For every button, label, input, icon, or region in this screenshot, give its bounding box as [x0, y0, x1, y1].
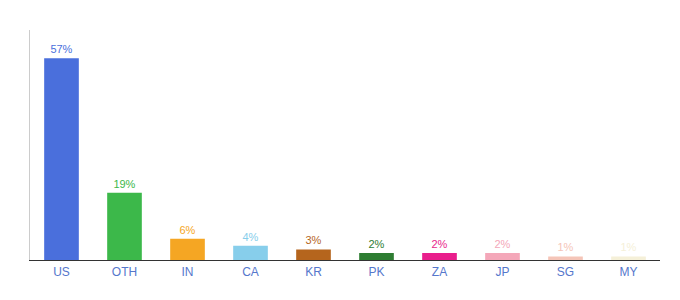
svg-text:IN: IN	[182, 265, 194, 279]
svg-text:ZA: ZA	[432, 265, 447, 279]
svg-text:2%: 2%	[368, 238, 384, 250]
svg-text:KR: KR	[305, 265, 322, 279]
svg-text:4%: 4%	[242, 231, 258, 243]
svg-text:2%: 2%	[431, 238, 447, 250]
svg-text:1%: 1%	[620, 241, 636, 253]
svg-text:PK: PK	[368, 265, 384, 279]
svg-text:MY: MY	[620, 265, 638, 279]
svg-text:19%: 19%	[113, 178, 135, 190]
svg-text:3%: 3%	[305, 234, 321, 246]
svg-text:2%: 2%	[494, 238, 510, 250]
svg-text:CA: CA	[242, 265, 259, 279]
svg-text:6%: 6%	[179, 224, 195, 236]
svg-text:OTH: OTH	[112, 265, 137, 279]
svg-text:1%: 1%	[557, 241, 573, 253]
svg-text:57%: 57%	[50, 43, 72, 55]
svg-text:JP: JP	[495, 265, 509, 279]
svg-text:SG: SG	[557, 265, 574, 279]
svg-text:US: US	[53, 265, 70, 279]
